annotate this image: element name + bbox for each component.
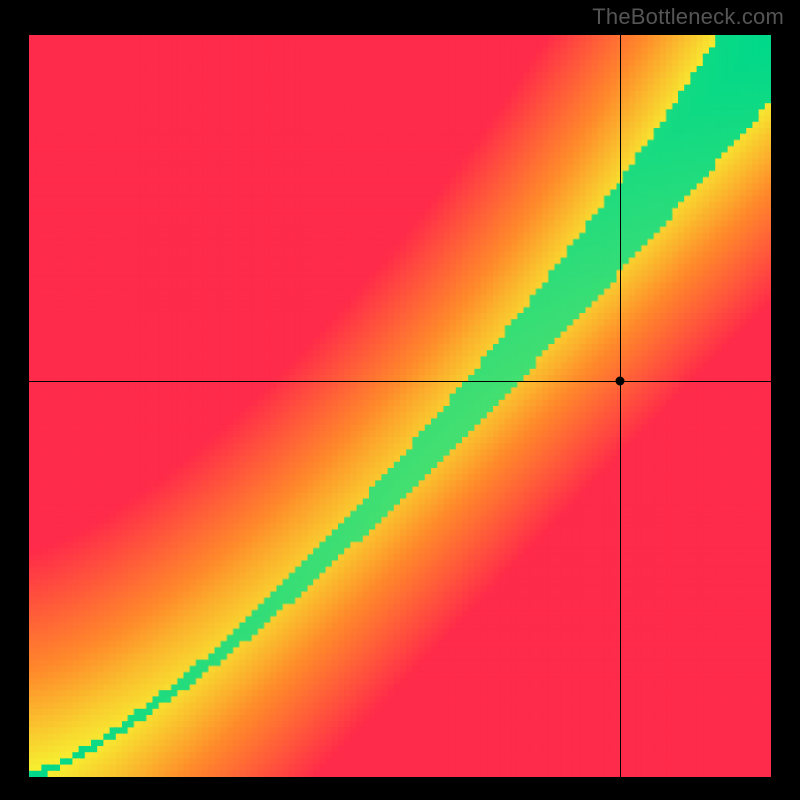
watermark-text: TheBottleneck.com bbox=[592, 4, 784, 30]
heatmap-canvas bbox=[29, 35, 771, 777]
chart-container: TheBottleneck.com bbox=[0, 0, 800, 800]
plot-area bbox=[28, 34, 772, 778]
